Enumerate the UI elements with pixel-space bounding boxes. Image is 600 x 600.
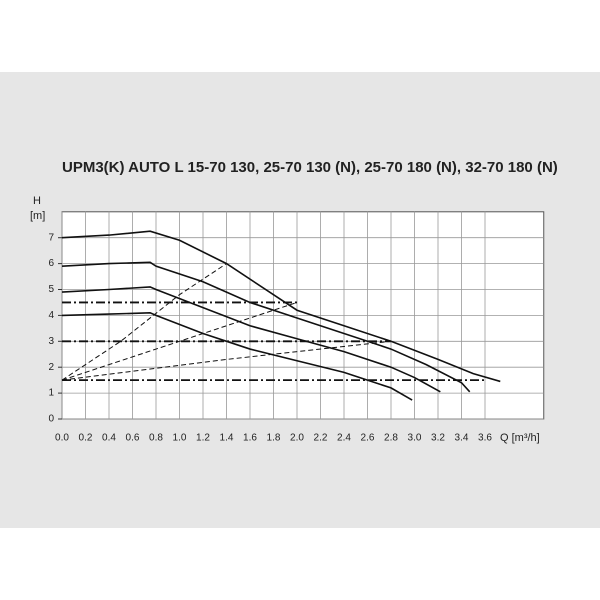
y-tick-label: 5 <box>48 284 54 295</box>
y-tick-label: 7 <box>48 232 54 243</box>
y-tick-label: 2 <box>48 362 54 373</box>
x-tick-label: 2.6 <box>361 433 375 444</box>
y-tick-label: 1 <box>48 388 54 399</box>
chart-title: UPM3(K) AUTO L 15-70 130, 25-70 130 (N),… <box>62 159 558 176</box>
x-tick-label: 1.6 <box>243 433 257 444</box>
x-tick-label: 2.0 <box>290 433 304 444</box>
x-tick-label: 3.4 <box>455 433 469 444</box>
curve-dashed <box>61 263 227 381</box>
x-tick-label: 0.8 <box>149 433 163 444</box>
curve-solid <box>61 312 413 401</box>
x-tick-label: 2.8 <box>384 433 398 444</box>
x-tick-label: 2.2 <box>314 433 328 444</box>
x-tick-label: 0.6 <box>126 433 140 444</box>
x-tick-label: 2.4 <box>337 433 351 444</box>
y-tick-label: 0 <box>48 414 54 425</box>
y-tick-label: 3 <box>48 336 54 347</box>
curve-solid <box>61 230 501 383</box>
x-tick-label: 3.0 <box>408 433 422 444</box>
curve-dashed <box>61 340 392 381</box>
y-tick-label: 6 <box>48 258 54 269</box>
y-axis-label: H <box>33 195 41 207</box>
x-tick-label: 1.4 <box>220 433 234 444</box>
x-tick-label: 1.8 <box>267 433 281 444</box>
curve-solid <box>61 261 471 393</box>
x-tick-label: 0.2 <box>79 433 93 444</box>
curve-dashed <box>61 301 298 381</box>
y-axis-unit: [m] <box>30 210 45 222</box>
x-tick-label: 0.4 <box>102 433 116 444</box>
x-tick-label: 1.2 <box>196 433 210 444</box>
y-tick-label: 4 <box>48 310 54 321</box>
x-tick-label: 3.2 <box>431 433 445 444</box>
x-tick-label: 0.0 <box>55 433 69 444</box>
x-tick-label: 1.0 <box>173 433 187 444</box>
x-axis-label: Q [m³/h] <box>500 432 540 444</box>
curve-solid <box>61 286 441 393</box>
x-tick-label: 3.6 <box>478 433 492 444</box>
